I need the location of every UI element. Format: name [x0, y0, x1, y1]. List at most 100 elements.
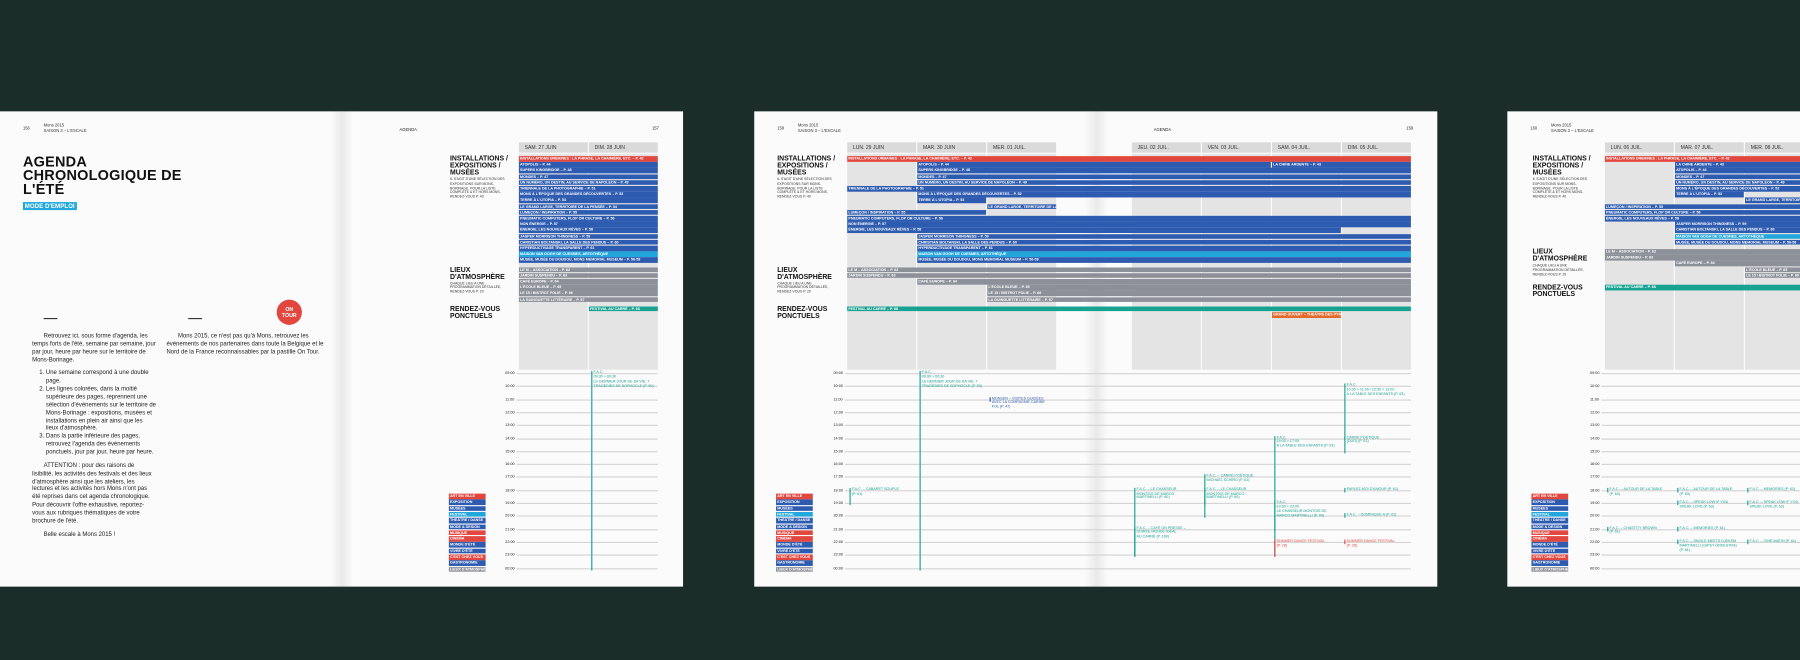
event-line — [919, 370, 921, 570]
hour-label: 09:00 — [833, 370, 843, 376]
hour-line — [1601, 502, 1800, 504]
event-bar: L'ÉCOLE BLEUE – P. 65 — [518, 284, 658, 291]
event-text: F.A.C. – LE CHASSEUR MONTOIS DE MARCO MA… — [1206, 486, 1247, 500]
event-bar: UN NUMÉRO, UN DESTIN, AU SERVICE DE NAPO… — [1674, 180, 1800, 186]
event-bar: TERRE À L'UTOPIA – P. 53 — [518, 197, 658, 204]
hour-line — [516, 450, 658, 453]
day-header: DIM. 05 JUIL. — [1342, 142, 1411, 153]
hour-line — [844, 515, 1411, 517]
legend-item: THÉÂTRE / DANSE — [776, 517, 813, 524]
page-number: 156 — [22, 126, 30, 131]
section-note: IL S'AGIT D'UNE SÉLECTION DES EXPOSITION… — [1532, 176, 1588, 199]
day-header: MER. 08 JUIL. — [1744, 142, 1800, 153]
hour-label: 14:00 — [505, 435, 515, 441]
section-title: LIEUX D'ATMOSPHÈRE — [450, 267, 505, 281]
event-bar: TERRE À L'UTOPIA – P. 53 — [917, 197, 987, 204]
legend-item: EXPOSITION — [448, 499, 486, 505]
legend-item: MUSIQUE — [1531, 530, 1569, 536]
event-bar: LE GRAND LARGE, TERRITOIRE DE LA PENSÉE … — [518, 203, 658, 210]
event-text: F.A.C. 19:30 > 23:00 LE CHASSEUR MONTOIS… — [1276, 499, 1327, 518]
event-line — [1607, 487, 1608, 493]
hour-line — [844, 567, 1411, 569]
event-line — [1747, 487, 1748, 493]
list-item: Dans la partie inférieure des pages, ret… — [46, 433, 156, 457]
list-item: Les lignes colorées, dans la moitié supé… — [46, 386, 156, 433]
hour-label: 10:00 — [833, 383, 843, 389]
hour-line — [844, 489, 1411, 491]
hour-line — [516, 502, 658, 504]
event-text: CARRÉ POÉTIQUE (DUO) (P. 61) — [1346, 434, 1380, 444]
hour-label: 22:00 — [833, 539, 843, 545]
event-line — [1747, 500, 1748, 506]
hour-label: 09:00 — [505, 370, 515, 376]
closing: Belle escale à Mons 2015 ! — [43, 531, 116, 539]
event-bar: CHRISTIAN BOLTANSKI, LA SALLE DES PENDUS… — [1674, 227, 1800, 234]
hour-line — [1601, 437, 1800, 440]
legend-item: GASTRONOMIE — [776, 560, 813, 566]
hour-label: 00:00 — [505, 565, 515, 570]
event-bar: JASPER MORRISON THINGNESS – P. 59 — [518, 233, 658, 239]
event-line — [1344, 513, 1345, 519]
event-bar: HYPERDUCTIVAGE TRANSPARENT – P. 61 — [518, 245, 658, 251]
event-text: SUMMER DANCE FESTIVAL (P. 28) — [1346, 538, 1395, 548]
event-bar: MONS À L'ÉPOQUE DES GRANDES DÉCOUVERTES … — [917, 191, 1411, 198]
event-bar: MONS À L'ÉPOQUE DES GRANDES DÉCOUVERTES … — [518, 191, 658, 198]
hour-label: 12:00 — [1589, 409, 1600, 415]
event-text: F.A.C. – SKIDLE MEETS DJEKEM MARTINELLI … — [1679, 538, 1737, 552]
hour-label: 15:00 — [833, 448, 843, 454]
hour-line — [844, 373, 1411, 375]
event-bar: LA GUINGUETTE LITTÉRAIRE – P. 67 — [518, 296, 658, 303]
page-number: 159 — [1406, 126, 1414, 131]
event-line — [849, 487, 851, 506]
hour-label: 10:00 — [505, 383, 515, 389]
event-text: F.A.C. – CAFÉ ON PRESSE – SOIRÉE MONDE I… — [1136, 525, 1186, 539]
hour-line — [1601, 412, 1800, 414]
event-bar: MAISON VAN GOGH DE CUESMES, ARTOTHÈQUE — [1674, 233, 1800, 239]
hour-label: 10:00 — [1589, 383, 1600, 389]
hour-label: 17:00 — [505, 474, 515, 480]
hour-label: 14:00 — [1589, 435, 1600, 441]
badge: ON TOUR — [276, 299, 302, 325]
event-bar: LE GRAND LARGE, TERRITOIRE DE LA PENSÉE … — [987, 203, 1057, 210]
hour-line — [844, 399, 1411, 401]
hour-line — [516, 437, 658, 440]
hour-line — [516, 489, 658, 491]
season: SAISON 3 – L'ESCALE — [1550, 128, 1594, 133]
legend-item: MONDE D'ÉTÉ — [448, 542, 486, 548]
fold — [330, 111, 354, 587]
hour-label: 21:00 — [505, 526, 515, 532]
event-bar: JARDIN SUSPENDU – P. 63 — [518, 272, 658, 279]
hour-line — [844, 476, 1411, 479]
event-line — [1274, 435, 1275, 557]
section-title: INSTALLATIONS / EXPOSITIONS / MUSÉES — [1532, 156, 1591, 177]
event-text: F.A.C. – SPEAK LOW IF YOU SPEAK LOVE (P.… — [1749, 499, 1799, 509]
event-text: F.A.C. – DOMINIQUE A (P. 61) — [1346, 512, 1397, 517]
legend-item: LIEUX D'ATMOSPHÈRE — [1531, 566, 1569, 572]
event-bar: LA CHINE ARDENTE – P. 43 — [1674, 162, 1800, 168]
hour-line — [844, 502, 1411, 504]
event-bar: FESTIVAL AU CARRÉ – P. 68 — [1604, 284, 1800, 290]
list: Une semaine correspond à une double page… — [32, 370, 156, 457]
legend-item: MODE & DESIGN — [448, 524, 486, 530]
event-bar: MAISON VAN GOGH DE CUESMES, ARTOTHÈQUE — [917, 251, 1411, 257]
hour-label: 13:00 — [1589, 422, 1600, 428]
hour-line — [1601, 424, 1800, 427]
hour-line — [1601, 450, 1800, 453]
event-bar: PNEUMATIC COMPUTERS, FLOP OR CULTURE – P… — [518, 215, 658, 222]
hour-label: 23:00 — [505, 552, 515, 557]
legend-item: LIEUX D'ATMOSPHÈRE — [448, 566, 486, 572]
hour-line — [844, 412, 1411, 414]
event-bar: SUPERS KINGBRIDGE – P. 48 — [518, 168, 658, 174]
legend-item: VIVRE D'ÉTÉ — [448, 548, 486, 554]
hour-label: 17:00 — [1589, 474, 1600, 480]
event-bar: PNEUMATIC COMPUTERS, FLOP OR CULTURE – P… — [847, 215, 1411, 222]
hour-line — [516, 476, 658, 479]
day-column — [1604, 153, 1674, 370]
section-title: LIEUX D'ATMOSPHÈRE — [777, 267, 832, 281]
hour-label: 14:00 — [833, 435, 843, 441]
event-line — [1677, 500, 1678, 506]
hour-label: 23:00 — [833, 552, 843, 557]
legend-item: MUSIQUE — [448, 530, 486, 536]
